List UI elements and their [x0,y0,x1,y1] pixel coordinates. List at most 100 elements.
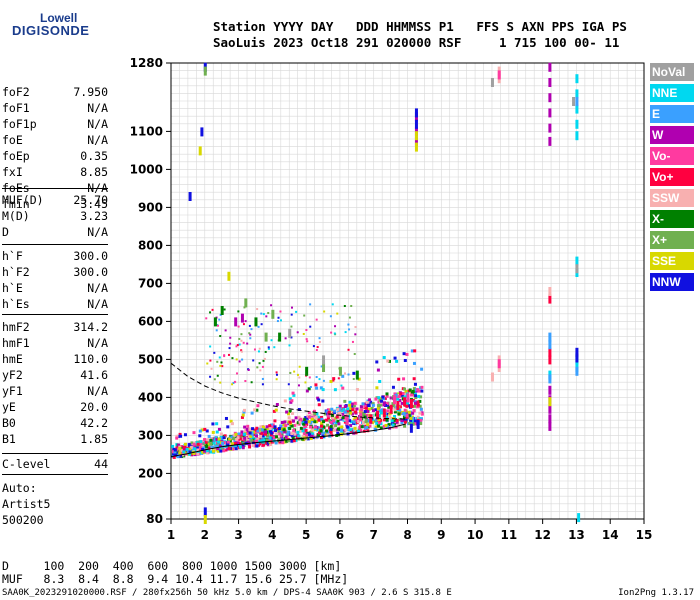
echo-pixel [380,408,384,412]
y-tick-label: 600 [138,314,163,328]
param-label: hmF1 [2,336,30,350]
echo-pixel [316,396,320,400]
echo-pixel [391,423,395,427]
echo-pixel [411,398,415,402]
echo-pixel [403,395,407,399]
echo-pixel [263,432,267,436]
echo-pixel [205,317,208,320]
echo-pixel [397,377,401,381]
echo-pixel [315,420,319,424]
echo-pixel [279,432,283,436]
echo-pixel [365,426,369,430]
echo-pixel [419,407,423,411]
echo-pixel [314,415,318,419]
echo-pixel [364,418,368,422]
series-point [369,414,373,424]
echo-pixel [346,407,350,411]
echo-pixel [291,411,295,415]
echo-pixel [290,433,294,437]
echo-pixel [410,349,414,353]
echo-pixel [256,441,260,445]
echo-pixel [418,404,422,408]
echo-pixel [267,312,270,315]
param-row: hmF1 N/A [2,335,108,351]
echo-pixel [266,427,270,431]
echo-pixel [259,369,262,372]
echo-pixel [307,420,311,424]
echo-pixel [238,337,241,340]
series-point [575,347,579,357]
series-point [271,309,275,319]
echo-pixel [266,434,270,438]
x-tick-label: 7 [370,528,378,542]
echo-pixel [407,404,411,408]
echo-pixel [382,401,386,405]
echo-pixel [352,404,356,408]
echo-pixel [290,325,293,328]
echo-pixel [180,448,184,452]
series-point [575,353,579,363]
echo-pixel [302,422,306,426]
echo-pixel [391,402,395,406]
echo-pixel [303,418,307,422]
echo-pixel [305,423,309,427]
echo-pixel [173,450,177,454]
echo-pixel [299,417,303,421]
echo-pixel [393,418,397,422]
echo-pixel [342,429,346,433]
echo-pixel [278,432,282,436]
echo-pixel [206,362,209,365]
echo-pixel [287,439,291,443]
curve-profile [170,423,406,458]
echo-pixel [371,421,375,425]
echo-pixel [385,415,389,419]
echo-pixel [292,428,296,432]
echo-pixel [244,320,247,323]
echo-pixel [386,403,390,407]
echo-pixel [301,429,305,433]
echo-pixel [374,397,378,401]
param-row: M(D) 3.23 [2,208,108,224]
echo-pixel [366,409,370,413]
echo-pixel [268,436,272,440]
series-point [376,410,380,420]
echo-pixel [317,433,321,437]
param-row: foEp 0.35 [2,148,108,164]
echo-pixel [250,328,253,331]
echo-pixel [270,440,274,444]
echo-pixel [287,416,291,420]
echo-pixel [255,434,259,438]
echo-pixel [265,438,269,442]
param-value: 41.6 [80,368,108,382]
echo-pixel [354,410,358,414]
echo-pixel [300,437,304,441]
echo-pixel [353,401,357,405]
echo-pixel [411,416,415,420]
echo-pixel [241,444,245,448]
echo-pixel [286,432,290,436]
echo-pixel [310,417,314,421]
echo-pixel [343,305,346,308]
echo-pixel [318,340,321,343]
echo-pixel [233,438,237,442]
echo-pixel [402,418,406,422]
echo-pixel [416,415,420,419]
echo-pixel [371,402,375,406]
series-point [414,119,418,129]
echo-pixel [203,427,207,431]
echo-pixel [258,439,262,443]
echo-pixel [242,410,246,414]
echo-pixel [249,337,252,340]
echo-pixel [308,376,311,379]
echo-pixel [317,418,321,422]
echo-pixel [348,419,352,423]
param-label: h`E [2,281,23,295]
series-point [406,393,410,403]
echo-pixel [201,450,205,454]
y-tick-label: 1100 [130,124,163,138]
echo-pixel [273,425,277,429]
echo-pixel [336,312,339,315]
echo-pixel [259,425,263,429]
echo-pixel [316,415,320,419]
param-label: foEp [2,149,30,163]
